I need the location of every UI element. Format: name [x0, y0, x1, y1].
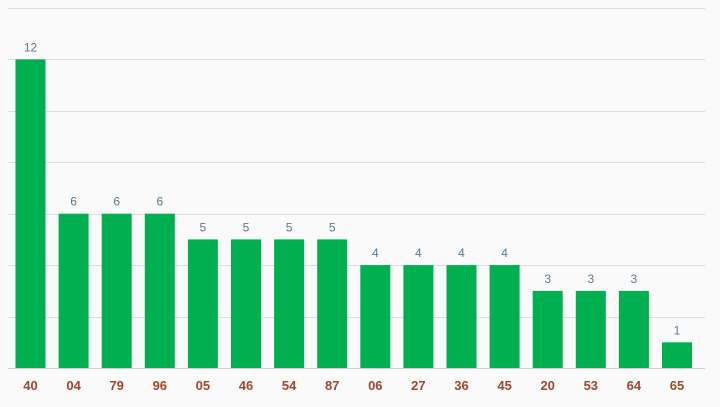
- x-tick-label-27: 27: [411, 378, 425, 393]
- value-label-96: 6: [156, 195, 163, 209]
- x-tick-label-64: 64: [627, 378, 642, 393]
- value-label-54: 5: [286, 220, 293, 234]
- x-tick-label-36: 36: [454, 378, 468, 393]
- value-label-64: 3: [631, 272, 638, 286]
- bar-27: [403, 265, 434, 368]
- x-tick-label-65: 65: [670, 378, 684, 393]
- bar-45: [489, 265, 520, 368]
- bar-20: [532, 290, 563, 368]
- x-tick-label-40: 40: [23, 378, 37, 393]
- bar-06: [360, 265, 391, 368]
- value-label-53: 3: [587, 272, 594, 286]
- value-label-36: 4: [458, 246, 465, 260]
- value-label-65: 1: [674, 323, 681, 337]
- bar-46: [231, 239, 261, 368]
- tick-label-layer: 40 04 79 96 05 46 54 87 06 27 36 45 20 53 64 65: [23, 378, 684, 393]
- value-label-27: 4: [415, 246, 422, 260]
- x-tick-label-87: 87: [325, 378, 339, 393]
- value-label-87: 5: [329, 220, 336, 234]
- x-tick-label-53: 53: [584, 378, 598, 393]
- value-label-45: 4: [501, 246, 508, 260]
- x-tick-label-04: 04: [66, 378, 81, 393]
- bar-04: [58, 213, 89, 368]
- value-label-40: 12: [24, 40, 38, 54]
- value-label-06: 4: [372, 246, 379, 260]
- x-tick-label-96: 96: [153, 378, 167, 393]
- x-tick-label-45: 45: [497, 378, 511, 393]
- bar-layer: [15, 59, 692, 369]
- x-tick-label-79: 79: [109, 378, 123, 393]
- value-label-20: 3: [544, 272, 551, 286]
- value-label-79: 6: [113, 195, 120, 209]
- x-tick-label-54: 54: [282, 378, 297, 393]
- value-label-04: 6: [70, 195, 77, 209]
- bar-54: [274, 239, 305, 368]
- value-label-layer: 12 6 6 6 5 5 5 5 4 4 4 4 3 3 3 1: [24, 40, 681, 337]
- bar-53: [575, 290, 606, 368]
- value-label-05: 5: [200, 220, 207, 234]
- bar-96: [144, 213, 175, 368]
- bar-79: [101, 213, 132, 368]
- x-tick-label-46: 46: [239, 378, 253, 393]
- bar-40: [15, 59, 46, 369]
- x-tick-label-20: 20: [540, 378, 554, 393]
- bar-64: [618, 290, 649, 368]
- x-tick-label-06: 06: [368, 378, 382, 393]
- x-tick-label-05: 05: [196, 378, 210, 393]
- bar-87: [317, 239, 348, 368]
- bar-36: [446, 265, 477, 368]
- bar-05: [187, 239, 218, 368]
- bar-65: [662, 342, 692, 368]
- value-label-46: 5: [243, 220, 250, 234]
